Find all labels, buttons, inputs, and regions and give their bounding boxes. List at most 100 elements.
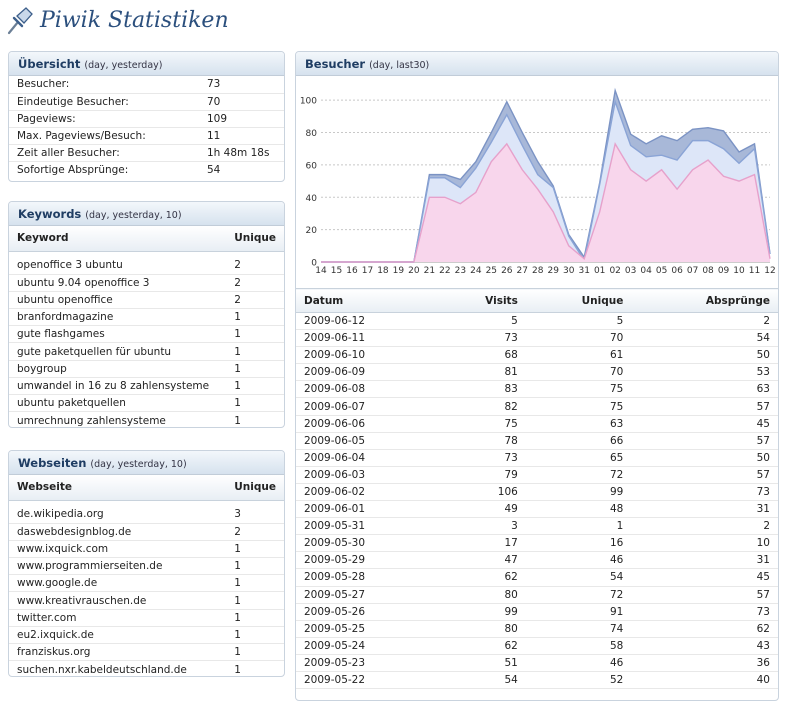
row-unique: 2 (226, 257, 284, 275)
row-unique: 91 (525, 603, 632, 621)
table-row[interactable]: 2009-06-11 73 70 54 (296, 329, 778, 348)
table-row[interactable]: www.kreativrauschen.de 1 (9, 591, 284, 610)
row-date: 2009-05-25 (296, 620, 437, 638)
row-absprunge: 53 (631, 363, 778, 382)
table-row[interactable]: franziskus.org 1 (9, 643, 284, 662)
row-absprunge: 57 (631, 397, 778, 416)
overview-subtitle: (day, yesterday) (84, 60, 163, 71)
table-row[interactable]: 2009-06-10 68 61 50 (296, 346, 778, 365)
row-visits: 75 (436, 415, 526, 433)
table-row[interactable]: 2009-06-05 78 66 57 (296, 432, 778, 450)
x-tick-label: 08 (702, 266, 714, 276)
table-row[interactable]: 2009-06-01 49 48 31 (296, 500, 778, 519)
row-label: www.ixquick.com (9, 540, 227, 559)
websites-header[interactable]: Webseiten (day, yesterday, 10) (9, 451, 284, 475)
table-row[interactable]: 2009-06-06 75 63 45 (296, 415, 778, 433)
table-row[interactable]: ubuntu openoffice 2 (9, 291, 284, 310)
table-row[interactable]: 2009-06-03 79 72 57 (296, 466, 778, 484)
row-date: 2009-06-01 (296, 500, 437, 519)
row-visits: 80 (436, 620, 526, 638)
keywords-header[interactable]: Keywords (day, yesterday, 10) (9, 202, 284, 226)
column-header-unique[interactable]: Unique (226, 226, 284, 252)
x-tick-label: 14 (315, 266, 327, 276)
row-date: 2009-06-05 (296, 432, 437, 450)
row-unique: 70 (525, 363, 632, 382)
x-tick-label: 03 (625, 266, 636, 276)
table-row[interactable]: 2009-05-23 51 46 36 (296, 654, 778, 672)
table-row[interactable]: 2009-05-27 80 72 57 (296, 586, 778, 604)
overview-value: 109 (199, 110, 284, 128)
table-row[interactable]: boygroup 1 (9, 360, 284, 378)
table-row[interactable]: umwandel in 16 zu 8 zahlensysteme 1 (9, 377, 284, 396)
overview-header[interactable]: Übersicht (day, yesterday) (9, 52, 284, 76)
table-row[interactable]: openoffice 3 ubuntu 2 (9, 257, 284, 275)
y-tick-label: 40 (306, 194, 318, 204)
overview-value: 73 (199, 76, 284, 94)
x-tick-label: 04 (640, 266, 652, 276)
table-row[interactable]: daswebdesignblog.de 2 (9, 523, 284, 541)
column-header-visits[interactable]: Visits (436, 288, 526, 313)
table-row[interactable]: de.wikipedia.org 3 (9, 506, 284, 524)
x-tick-label: 17 (362, 266, 373, 276)
row-label: gute flashgames (9, 325, 227, 344)
row-visits: 49 (436, 500, 526, 519)
table-row[interactable]: 2009-06-08 83 75 63 (296, 380, 778, 399)
table-row[interactable]: gute flashgames 1 (9, 325, 284, 344)
table-row[interactable]: 2009-06-12 5 5 2 (296, 312, 778, 331)
row-visits: 99 (436, 603, 526, 621)
table-row[interactable]: 2009-06-02 106 99 73 (296, 483, 778, 502)
table-row[interactable]: 2009-06-09 81 70 53 (296, 363, 778, 382)
column-header-webseite[interactable]: Webseite (9, 475, 227, 501)
row-unique: 75 (525, 380, 632, 399)
table-row[interactable]: 2009-05-28 62 54 45 (296, 568, 778, 587)
table-row[interactable]: gute paketquellen für ubuntu 1 (9, 342, 284, 361)
x-tick-label: 23 (455, 266, 466, 276)
table-row[interactable]: 2009-05-24 62 58 43 (296, 637, 778, 655)
row-unique: 1 (525, 517, 632, 536)
x-tick-label: 12 (764, 266, 775, 276)
row-date: 2009-05-23 (296, 654, 437, 672)
row-label: gute paketquellen für ubuntu (9, 342, 227, 361)
table-row[interactable]: 2009-06-04 73 65 50 (296, 449, 778, 467)
table-row[interactable]: www.programmierseiten.de 1 (9, 557, 284, 576)
table-row[interactable]: twitter.com 1 (9, 609, 284, 627)
table-row[interactable]: 2009-05-26 99 91 73 (296, 603, 778, 621)
row-label: umwandel in 16 zu 8 zahlensysteme (9, 377, 227, 396)
column-header-unique[interactable]: Unique (525, 288, 632, 313)
row-unique: 1 (226, 325, 284, 344)
page-header: Piwik Statistiken (6, 3, 229, 37)
row-unique: 2 (226, 523, 284, 541)
table-row[interactable]: branfordmagazine 1 (9, 308, 284, 327)
table-row[interactable]: eu2.ixquick.de 1 (9, 626, 284, 645)
row-unique: 72 (525, 586, 632, 604)
overview-row: Max. Pageviews/Besuch: 11 (9, 127, 284, 145)
table-row[interactable]: 2009-05-30 17 16 10 (296, 534, 778, 553)
x-tick-label: 11 (749, 266, 760, 276)
y-tick-label: 60 (306, 161, 318, 171)
table-row[interactable]: www.ixquick.com 1 (9, 540, 284, 559)
row-unique: 58 (525, 637, 632, 655)
table-row[interactable]: 2009-05-25 80 74 62 (296, 620, 778, 638)
table-row[interactable]: suchen.nxr.kabeldeutschland.de 1 (9, 661, 284, 676)
visitors-header[interactable]: Besucher (day, last30) (296, 52, 778, 76)
column-header-unique[interactable]: Unique (226, 475, 284, 501)
row-label: umrechnung zahlensysteme (17, 414, 166, 427)
column-header-keyword[interactable]: Keyword (9, 226, 227, 252)
row-date: 2009-06-10 (296, 346, 437, 365)
row-unique: 2 (226, 274, 284, 292)
overview-value: 54 (207, 163, 221, 176)
table-row[interactable]: umrechnung zahlensysteme 1 (9, 412, 284, 427)
table-row[interactable]: ubuntu paketquellen 1 (9, 394, 284, 413)
row-unique: 61 (525, 346, 632, 365)
row-absprunge: 73 (631, 483, 778, 502)
table-row[interactable]: 2009-05-22 54 52 40 (296, 671, 778, 690)
table-row[interactable]: 2009-05-31 3 1 2 (296, 517, 778, 536)
table-row[interactable]: 2009-06-07 82 75 57 (296, 397, 778, 416)
column-header-datum[interactable]: Datum (296, 288, 437, 313)
column-header-absprunge[interactable]: Absprünge (631, 288, 778, 313)
row-visits: 5 (436, 312, 526, 331)
row-absprunge: 2 (631, 312, 778, 331)
table-row[interactable]: www.google.de 1 (9, 574, 284, 593)
table-row[interactable]: 2009-05-29 47 46 31 (296, 551, 778, 570)
